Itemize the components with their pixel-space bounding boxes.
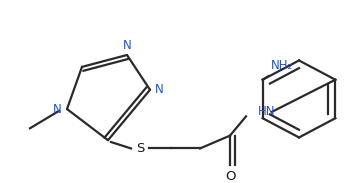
Text: N: N bbox=[155, 83, 164, 96]
Text: N: N bbox=[122, 39, 131, 52]
Text: HN: HN bbox=[258, 105, 276, 118]
Text: O: O bbox=[225, 170, 235, 183]
Text: N: N bbox=[53, 102, 62, 115]
Text: NH₂: NH₂ bbox=[271, 59, 293, 72]
Text: S: S bbox=[136, 142, 144, 155]
